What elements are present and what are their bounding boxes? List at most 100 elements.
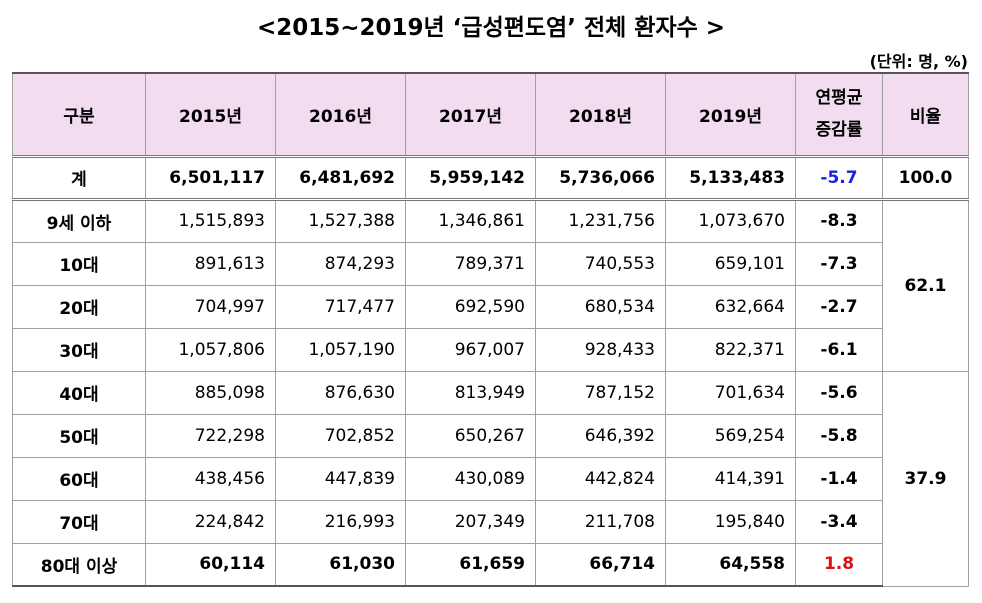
- cell: 66,714: [535, 542, 666, 587]
- cell: 789,371: [405, 241, 536, 286]
- cell: 885,098: [145, 370, 276, 415]
- ratio-cell: 62.1: [882, 198, 969, 372]
- header-cell: 비율: [882, 72, 969, 158]
- cell: 216,993: [275, 499, 406, 544]
- ratio-cell: 100.0: [882, 155, 969, 201]
- cell: 5,736,066: [535, 155, 666, 201]
- cell: 891,613: [145, 241, 276, 286]
- cell: 659,101: [665, 241, 796, 286]
- cell: 722,298: [145, 413, 276, 458]
- cell: 1,073,670: [665, 198, 796, 243]
- header-cell: 구분: [12, 72, 146, 158]
- cell: 60,114: [145, 542, 276, 587]
- table-header: 구분 2015년 2016년 2017년 2018년 2019년 연평균 증감률 비율: [12, 72, 969, 158]
- row-label: 50대: [12, 413, 146, 458]
- cell: 740,553: [535, 241, 666, 286]
- patients-table: 구분 2015년 2016년 2017년 2018년 2019년 연평균 증감률 비율 계 6,5…: [12, 72, 969, 587]
- cell: 717,477: [275, 284, 406, 329]
- cell: 702,852: [275, 413, 406, 458]
- cell: 822,371: [665, 327, 796, 372]
- cell: 5,959,142: [405, 155, 536, 201]
- cell: 787,152: [535, 370, 666, 415]
- row-label: 9세 이하: [12, 198, 146, 243]
- cell: 1.8: [795, 542, 883, 587]
- cell: -8.3: [795, 198, 883, 243]
- table-body: 계 6,501,117 6,481,692 5,959,142 5,736,066 5,1…: [12, 155, 969, 587]
- header-line: 연평균: [815, 88, 863, 109]
- unit-note: (단위: 명, %): [869, 52, 968, 71]
- table-row: 계 6,501,117 6,481,692 5,959,142 5,736,066 5,1…: [12, 155, 969, 201]
- table-row: 20대 704,997 717,477 692,590 680,534 632,664 -2…: [12, 284, 969, 329]
- ratio-cell: 37.9: [882, 370, 969, 587]
- cell: 1,231,756: [535, 198, 666, 243]
- table-row: 30대 1,057,806 1,057,190 967,007 928,433 822,3…: [12, 327, 969, 372]
- cell: 6,481,692: [275, 155, 406, 201]
- table-row: 9세 이하 1,515,893 1,527,388 1,346,861 1,231,75…: [12, 198, 969, 372]
- cell: 5,133,483: [665, 155, 796, 201]
- row-label: 70대: [12, 499, 146, 544]
- row-label: 30대: [12, 327, 146, 372]
- cell: 442,824: [535, 456, 666, 501]
- cell: 701,634: [665, 370, 796, 415]
- cell: 61,030: [275, 542, 406, 587]
- cell: -7.3: [795, 241, 883, 286]
- header-cell: 2017년: [405, 72, 536, 158]
- header-cell: 2019년: [665, 72, 796, 158]
- cell: -6.1: [795, 327, 883, 372]
- cell: 6,501,117: [145, 155, 276, 201]
- table-row: 80대 이상 60,114 61,030 61,659 66,714 64,558 1.8: [12, 542, 969, 587]
- table-row: 10대 891,613 874,293 789,371 740,553 659,101 -7…: [12, 241, 969, 286]
- table-row: 70대 224,842 216,993 207,349 211,708 195,840 -3…: [12, 499, 969, 544]
- cell: 64,558: [665, 542, 796, 587]
- cell: 438,456: [145, 456, 276, 501]
- header-cell: 2015년: [145, 72, 276, 158]
- cell: -1.4: [795, 456, 883, 501]
- cell: 874,293: [275, 241, 406, 286]
- cell: -5.8: [795, 413, 883, 458]
- header-cell: 2018년: [535, 72, 666, 158]
- cell: 195,840: [665, 499, 796, 544]
- table-row: 60대 438,456 447,839 430,089 442,824 414,391 -1…: [12, 456, 969, 501]
- cell: 876,630: [275, 370, 406, 415]
- cell: 650,267: [405, 413, 536, 458]
- cell: 61,659: [405, 542, 536, 587]
- cell: 1,515,893: [145, 198, 276, 243]
- cell: 1,346,861: [405, 198, 536, 243]
- cell: 447,839: [275, 456, 406, 501]
- cell: 430,089: [405, 456, 536, 501]
- row-label: 60대: [12, 456, 146, 501]
- header-cell: 2016년: [275, 72, 406, 158]
- cell: 813,949: [405, 370, 536, 415]
- cell: 632,664: [665, 284, 796, 329]
- title: <2015~2019년 ‘급성편도염’ 전체 환자수 >: [256, 15, 726, 41]
- cell: -5.7: [795, 155, 883, 201]
- cell: 928,433: [535, 327, 666, 372]
- table-row: 40대 885,098 876,630 813,949 787,152 701,634 -5…: [12, 370, 969, 587]
- cell: -2.7: [795, 284, 883, 329]
- row-label: 계: [12, 155, 146, 201]
- cell: -5.6: [795, 370, 883, 415]
- header-line: 증감률: [815, 120, 863, 141]
- cell: 224,842: [145, 499, 276, 544]
- cell: 692,590: [405, 284, 536, 329]
- cell: 1,527,388: [275, 198, 406, 243]
- cell: 211,708: [535, 499, 666, 544]
- cell: 1,057,190: [275, 327, 406, 372]
- row-label: 40대: [12, 370, 146, 415]
- cell: 1,057,806: [145, 327, 276, 372]
- row-label: 20대: [12, 284, 146, 329]
- row-label: 10대: [12, 241, 146, 286]
- cell: 704,997: [145, 284, 276, 329]
- cell: 680,534: [535, 284, 666, 329]
- cell: 414,391: [665, 456, 796, 501]
- table-row: 50대 722,298 702,852 650,267 646,392 569,254 -5…: [12, 413, 969, 458]
- cell: 207,349: [405, 499, 536, 544]
- header-row: 구분 2015년 2016년 2017년 2018년 2019년 연평균 증감률 비율: [12, 72, 969, 158]
- cell: 967,007: [405, 327, 536, 372]
- cell: 646,392: [535, 413, 666, 458]
- row-label: 80대 이상: [12, 542, 146, 587]
- cell: 569,254: [665, 413, 796, 458]
- cell: -3.4: [795, 499, 883, 544]
